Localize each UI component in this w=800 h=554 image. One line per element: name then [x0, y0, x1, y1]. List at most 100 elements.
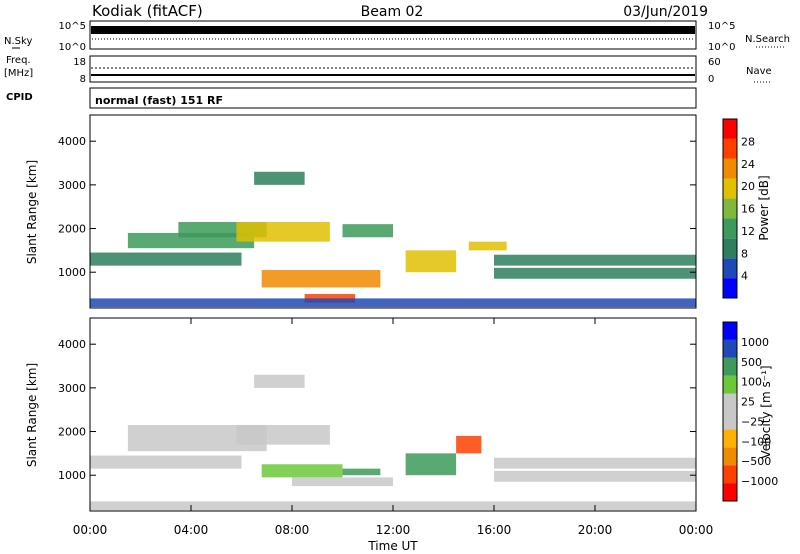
velocity-colorbar-tick-5: −100 [741, 435, 771, 448]
power-echo-band-7 [342, 224, 393, 238]
nsearch-tick-bottom: 10^0 [708, 42, 735, 53]
velocity-colorbar-segment-4 [723, 411, 737, 430]
cpid-panel: CPID normal (fast) 151 RF [6, 87, 697, 109]
power-echo-band-8 [405, 250, 457, 273]
freq-tick-bottom: 8 [80, 74, 86, 85]
power-ytick-label-3: 1000 [58, 266, 86, 279]
power-colorbar-segment-2 [723, 238, 737, 259]
nave-tick-bottom: 0 [708, 74, 714, 85]
power-echo-band-12 [90, 298, 696, 308]
velocity-echo-band-10 [494, 470, 696, 482]
velocity-echo-band-4 [261, 464, 343, 478]
velocity-colorbar-segment-0 [723, 483, 737, 501]
power-colorbar-segment-0 [723, 278, 737, 298]
freq-label: Freq. [6, 55, 31, 66]
nsky-tick-top: 10^5 [59, 21, 86, 32]
time-tick-label-0: 00:00 [73, 523, 108, 537]
power-colorbar-segment-4 [723, 198, 737, 219]
velocity-echo-band-6 [342, 468, 381, 476]
freq-tick-top: 18 [73, 57, 86, 68]
power-colorbar-tick-6: 4 [741, 270, 748, 283]
velocity-panel: 4000 3000 2000 1000 Slant Range [km] 1000 50… [25, 317, 778, 553]
time-tick-label-4: 16:00 [477, 523, 512, 537]
velocity-colorbar-segment-8 [723, 339, 737, 358]
time-tick-label-3: 12:00 [376, 523, 411, 537]
time-axis-label: Time UT [367, 539, 418, 553]
velocity-echo-band-9 [494, 457, 696, 469]
power-colorbar-segment-7 [723, 138, 737, 159]
velocity-ytick-label-1: 3000 [58, 382, 86, 395]
time-tick-label-1: 04:00 [174, 523, 209, 537]
velocity-colorbar-segment-5 [723, 393, 737, 412]
velocity-colorbar-tick-4: −25 [741, 415, 764, 428]
velocity-colorbar-segment-9 [723, 322, 737, 340]
velocity-colorbar-segment-7 [723, 357, 737, 376]
velocity-echo-band-7 [405, 453, 457, 476]
power-echo-band-3 [236, 221, 330, 242]
freq-panel: Freq. [MHz] 18 8 60 0 Nave [4, 55, 772, 85]
power-colorbar-segment-3 [723, 218, 737, 239]
time-tick-label-2: 08:00 [275, 523, 310, 537]
power-ytick-label-0: 4000 [58, 135, 86, 148]
time-tick-label-6: 00:00 [679, 523, 714, 537]
cpid-label: CPID [6, 92, 33, 103]
power-echo-band-11 [494, 267, 696, 279]
cpid-text: normal (fast) 151 RF [95, 94, 223, 107]
velocity-ytick-label-2: 2000 [58, 426, 86, 439]
power-ylabel: Slant Range [km] [25, 160, 39, 264]
power-colorbar-segment-8 [723, 119, 737, 139]
power-colorbar-segment-1 [723, 258, 737, 279]
velocity-colorbar-segment-6 [723, 375, 737, 394]
freq-unit: [MHz] [4, 68, 33, 79]
velocity-colorbar-segment-1 [723, 465, 737, 484]
nsky-tick-bottom: 10^0 [59, 42, 86, 53]
time-tick-label-5: 20:00 [578, 523, 613, 537]
velocity-colorbar-segment-3 [723, 429, 737, 448]
power-colorbar-tick-0: 28 [741, 135, 755, 148]
velocity-echo-band-5 [292, 477, 393, 487]
velocity-echo-band-3 [254, 374, 305, 388]
nsky-panel: N.Sky 10^5 10^0 10^5 10^0 N.Search [4, 20, 790, 53]
power-panel: 4000 3000 2000 1000 Slant Range [km] 28 24 20… [25, 114, 771, 309]
velocity-colorbar-segment-2 [723, 447, 737, 466]
power-colorbar-tick-5: 8 [741, 247, 748, 260]
nsearch-label: N.Search [745, 34, 790, 45]
power-colorbar-tick-3: 16 [741, 203, 755, 216]
power-colorbar-segment-5 [723, 178, 737, 199]
velocity-ytick-label-3: 1000 [58, 469, 86, 482]
power-colorbar-label: Power [dB] [757, 175, 771, 240]
power-echo-band-10 [494, 254, 696, 266]
power-echo-band-9 [468, 241, 507, 251]
nsearch-tick-top: 10^5 [708, 21, 735, 32]
power-echo-band-4 [254, 171, 305, 185]
power-ytick-label-2: 2000 [58, 223, 86, 236]
power-colorbar-tick-1: 24 [741, 158, 755, 171]
power-colorbar-tick-4: 12 [741, 225, 755, 238]
velocity-colorbar-tick-3: 25 [741, 396, 755, 409]
nave-tick-top: 60 [708, 57, 721, 68]
velocity-colorbar-tick-2: 100 [741, 376, 762, 389]
velocity-colorbar-tick-6: −500 [741, 455, 771, 468]
velocity-colorbar-frame [722, 321, 738, 502]
date-label: 03/Jun/2019 [623, 4, 708, 20]
power-colorbar-segment-6 [723, 158, 737, 179]
power-colorbar-frame [722, 118, 738, 299]
nsky-label: N.Sky [4, 36, 32, 47]
velocity-ylabel: Slant Range [km] [25, 363, 39, 467]
velocity-colorbar-tick-1: 500 [741, 356, 762, 369]
velocity-ytick-label-0: 4000 [58, 338, 86, 351]
power-echo-band-5 [261, 270, 381, 288]
power-echo-band-0 [90, 252, 242, 266]
power-ytick-label-1: 3000 [58, 179, 86, 192]
power-colorbar-tick-2: 20 [741, 180, 755, 193]
velocity-colorbar-label: Velocity [m s⁻¹] [759, 365, 773, 458]
velocity-echo-band-8 [456, 435, 482, 454]
beam-label: Beam 02 [361, 4, 424, 20]
velocity-echo-band-0 [90, 455, 242, 469]
station-title: Kodiak (fitACF) [92, 2, 203, 20]
nave-label: Nave [746, 66, 772, 77]
velocity-colorbar-tick-0: 1000 [741, 336, 769, 349]
velocity-echo-band-2 [236, 424, 330, 445]
velocity-colorbar-tick-7: −1000 [741, 475, 778, 488]
